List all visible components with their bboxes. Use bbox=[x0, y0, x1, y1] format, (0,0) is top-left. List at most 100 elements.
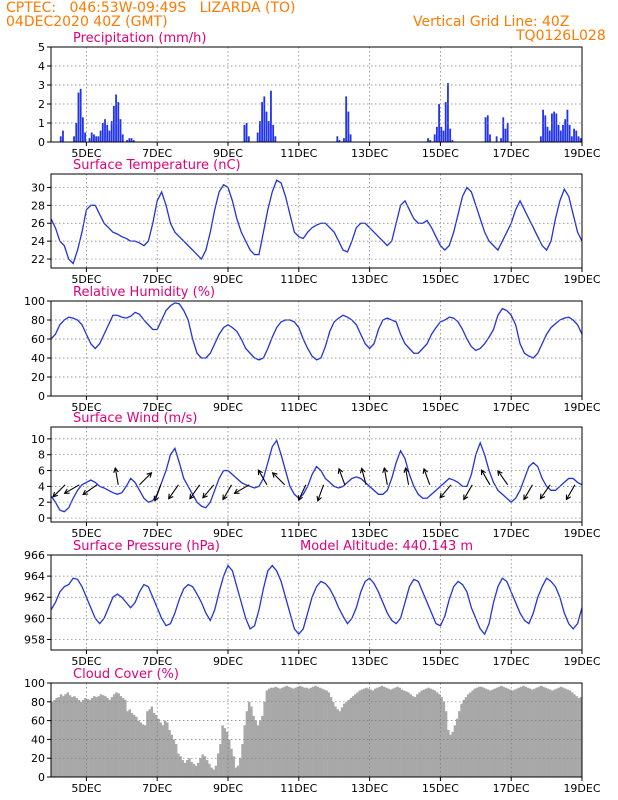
wind-arrow-head bbox=[422, 467, 429, 474]
cloud-cover-bar bbox=[435, 692, 439, 777]
cloud-cover-bar bbox=[451, 731, 454, 777]
cloud-cover-bar bbox=[168, 730, 171, 777]
cloud-cover-bar bbox=[360, 689, 364, 777]
wind-arrow-head bbox=[233, 488, 240, 494]
cloud-cover-bar bbox=[205, 760, 209, 777]
wind-arrow-shaft bbox=[439, 484, 452, 499]
x-tick-label: 9DEC bbox=[213, 401, 243, 414]
cloud-cover-bar bbox=[413, 697, 417, 777]
cloud-cover-bar bbox=[289, 687, 293, 777]
cloud-cover-bar bbox=[106, 698, 109, 777]
precip-bar bbox=[615, 98, 617, 142]
cloud-cover-bar bbox=[440, 697, 443, 777]
wind-arrow-head bbox=[316, 495, 322, 502]
cloud-cover-bar bbox=[210, 767, 213, 777]
y-tick-label: 80 bbox=[31, 696, 45, 709]
x-tick-label: 19DEC bbox=[563, 782, 600, 795]
cloud-cover-bar bbox=[539, 685, 543, 777]
x-tick-label: 9DEC bbox=[213, 273, 243, 286]
wind-arrow-head bbox=[382, 466, 388, 473]
cloud-cover-bar bbox=[429, 688, 432, 777]
cloud-cover-bar bbox=[181, 760, 185, 777]
x-tick-label: 11DEC bbox=[280, 273, 317, 286]
precip-bar bbox=[121, 134, 124, 142]
y-tick-label: 1 bbox=[38, 117, 45, 130]
precip-bar bbox=[440, 126, 443, 142]
wind-arrow-head bbox=[497, 469, 503, 476]
precip-bar bbox=[591, 123, 593, 142]
precip-bar bbox=[586, 127, 588, 142]
cloud-cover-bar bbox=[79, 701, 83, 777]
precip-bar bbox=[555, 113, 558, 142]
cloud-cover-bar bbox=[177, 753, 180, 777]
precip-bar bbox=[117, 102, 120, 142]
panel-1: 0 1 2 3 4 5 5DEC 7DEC 9DEC 11DEC 13DEC 15DEC 17DEC 19… bbox=[38, 31, 617, 160]
precip-bar bbox=[247, 136, 250, 142]
cloud-cover-bar bbox=[535, 687, 539, 777]
x-tick-label: 13DEC bbox=[351, 401, 388, 414]
y-tick-label: 40 bbox=[31, 733, 45, 746]
wind-arrow-shaft bbox=[523, 484, 533, 500]
precip-bar bbox=[444, 102, 447, 142]
wind-arrow-head bbox=[271, 471, 278, 478]
cloud-cover-bar bbox=[307, 688, 311, 777]
header-grid-note: Vertical Grid Line: 40Z bbox=[413, 14, 570, 30]
precip-bar bbox=[597, 133, 599, 143]
cloud-cover-bar bbox=[405, 691, 408, 777]
wind-arrow-head bbox=[523, 494, 529, 501]
precip-bar bbox=[336, 136, 339, 142]
x-tick-label: 19DEC bbox=[563, 527, 600, 540]
cloud-cover-bar bbox=[566, 689, 570, 777]
precip-bar bbox=[544, 115, 547, 142]
wind-arrow-shaft bbox=[480, 469, 491, 486]
cloud-cover-bar bbox=[314, 685, 317, 777]
precip-bar bbox=[110, 121, 113, 142]
cloud-cover-bar bbox=[318, 687, 322, 777]
wind-arrow-head bbox=[403, 466, 410, 473]
y-tick-label: 4 bbox=[38, 480, 45, 493]
wind-arrow-shaft bbox=[168, 484, 179, 500]
precip-bar bbox=[338, 140, 341, 142]
cloud-cover-bar bbox=[584, 694, 587, 777]
cloud-cover-bar bbox=[327, 692, 331, 777]
cloud-cover-bar bbox=[418, 692, 421, 777]
cloud-cover-bar bbox=[517, 687, 521, 777]
cloud-cover-bar bbox=[427, 687, 430, 777]
wind-arrow-shaft bbox=[405, 467, 410, 485]
cloud-cover-bar bbox=[99, 694, 103, 777]
cloud-cover-bar bbox=[201, 754, 204, 777]
cloud-cover-bar bbox=[433, 690, 437, 777]
cloud-cover-bar bbox=[548, 689, 552, 777]
wind-arrow-head bbox=[539, 493, 546, 500]
cloud-cover-bar bbox=[444, 711, 448, 777]
cloud-cover-bar bbox=[374, 688, 377, 777]
x-tick-label: 11DEC bbox=[280, 782, 317, 795]
cloud-cover-bar bbox=[575, 696, 578, 777]
x-tick-label: 13DEC bbox=[351, 147, 388, 160]
cloud-cover-bar bbox=[562, 687, 565, 777]
precip-bar bbox=[562, 124, 564, 142]
cloud-cover-bar bbox=[305, 687, 308, 777]
precip-bar bbox=[557, 124, 560, 142]
cloud-cover-bar bbox=[579, 697, 582, 777]
cloud-cover-bar bbox=[157, 718, 160, 777]
cloud-cover-bar bbox=[338, 711, 342, 777]
cloud-cover-bar bbox=[378, 686, 381, 777]
cloud-cover-bar bbox=[570, 692, 574, 777]
x-tick-label: 17DEC bbox=[493, 527, 530, 540]
x-tick-label: 7DEC bbox=[142, 401, 172, 414]
cloud-cover-bar bbox=[349, 698, 353, 777]
cloud-cover-bar bbox=[553, 689, 556, 777]
wind-arrow-head bbox=[463, 494, 469, 501]
precip-bar bbox=[272, 124, 275, 142]
cloud-cover-bar bbox=[104, 696, 107, 777]
cloud-cover-bar bbox=[591, 690, 594, 777]
x-tick-label: 9DEC bbox=[213, 527, 243, 540]
precip-bar bbox=[77, 92, 80, 142]
precip-bar bbox=[95, 136, 98, 142]
y-tick-label: 960 bbox=[24, 612, 45, 625]
cloud-cover-bar bbox=[597, 689, 600, 777]
wind-arrow-head bbox=[297, 495, 304, 502]
cloud-cover-bar bbox=[447, 730, 450, 777]
cloud-cover-bar bbox=[141, 724, 145, 777]
